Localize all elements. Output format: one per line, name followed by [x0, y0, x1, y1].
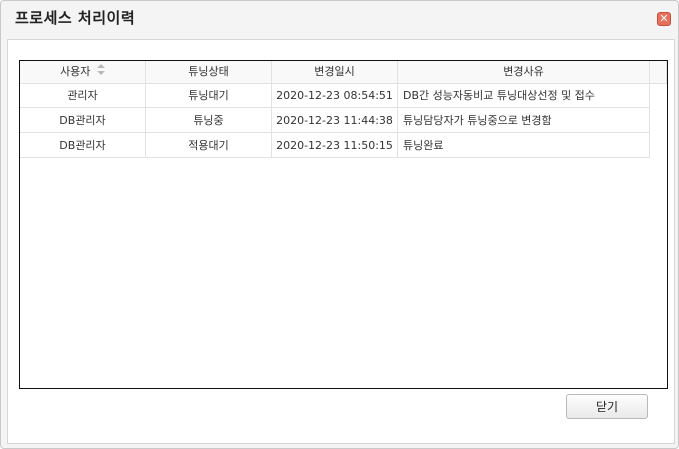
sort-updown-icon[interactable] [96, 61, 105, 83]
cell-reason: 튜닝담당자가 튜닝중으로 변경함 [398, 108, 650, 133]
close-button[interactable]: 닫기 [566, 394, 648, 419]
history-grid: 사용자 튜닝상태 변경일시 변경사유 관리자 튜닝대기 2020-12-23 0… [19, 60, 668, 389]
dialog-title: 프로세스 처리이력 [15, 9, 136, 27]
cell-datetime: 2020-12-23 11:50:15 [272, 133, 398, 158]
cell-reason: 튜닝완료 [398, 133, 650, 158]
table-row[interactable]: DB관리자 튜닝중 2020-12-23 11:44:38 튜닝담당자가 튜닝중… [20, 108, 667, 133]
column-header-status[interactable]: 튜닝상태 [146, 61, 272, 83]
column-header-label: 사용자 [60, 65, 91, 78]
table-row[interactable]: DB관리자 적용대기 2020-12-23 11:50:15 튜닝완료 [20, 133, 667, 158]
table-row[interactable]: 관리자 튜닝대기 2020-12-23 08:54:51 DB간 성능자동비교 … [20, 83, 667, 108]
cell-datetime: 2020-12-23 11:44:38 [272, 108, 398, 133]
cell-status: 튜닝중 [146, 108, 272, 133]
cell-status: 튜닝대기 [146, 83, 272, 108]
cell-user: 관리자 [20, 83, 146, 108]
dialog-content: 사용자 튜닝상태 변경일시 변경사유 관리자 튜닝대기 2020-12-23 0… [7, 39, 675, 444]
column-header-datetime[interactable]: 변경일시 [272, 61, 398, 83]
cell-status: 적용대기 [146, 133, 272, 158]
cell-user: DB관리자 [20, 133, 146, 158]
column-header-spacer [650, 61, 667, 83]
cell-datetime: 2020-12-23 08:54:51 [272, 83, 398, 108]
close-icon[interactable]: ✕ [657, 12, 671, 26]
cell-user: DB관리자 [20, 108, 146, 133]
cell-reason: DB간 성능자동비교 튜닝대상선정 및 접수 [398, 83, 650, 108]
column-header-user[interactable]: 사용자 [20, 61, 146, 83]
grid-header: 사용자 튜닝상태 변경일시 변경사유 [20, 61, 667, 84]
column-header-reason[interactable]: 변경사유 [398, 61, 650, 83]
